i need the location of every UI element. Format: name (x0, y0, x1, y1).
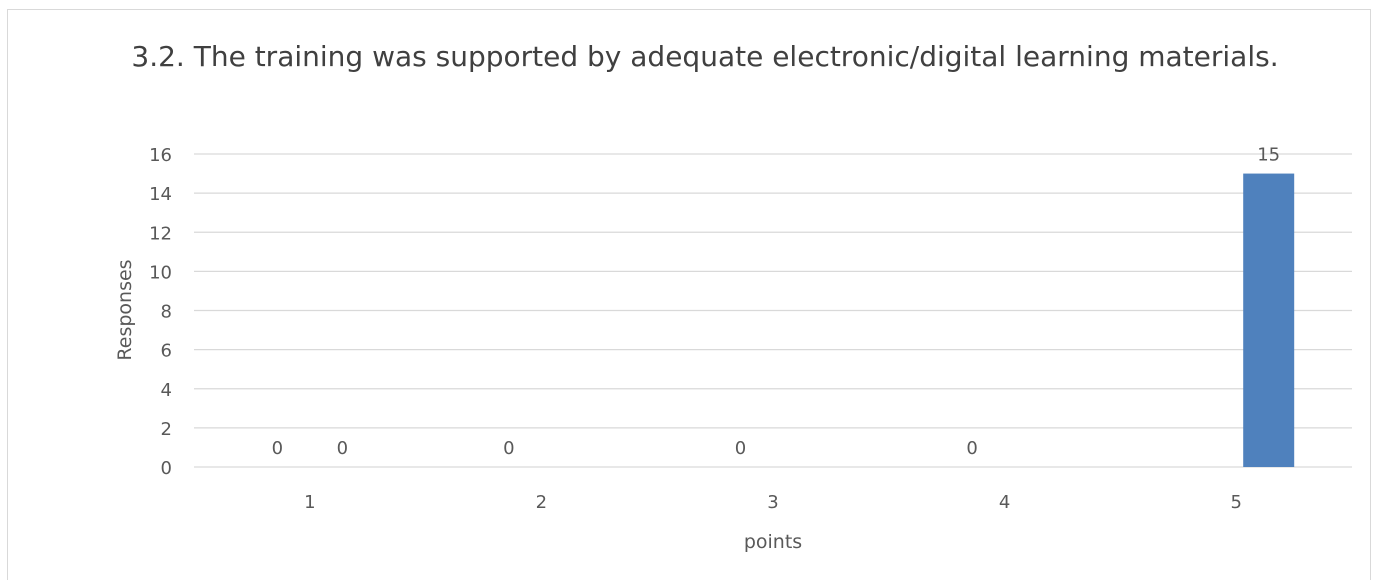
x-tick-label: 5 (1230, 492, 1241, 513)
y-tick-label: 6 (161, 341, 172, 362)
y-tick-label: 4 (161, 380, 172, 401)
data-label: 15 (1257, 145, 1280, 166)
y-tick-label: 2 (161, 419, 172, 440)
y-tick-label: 16 (149, 145, 172, 166)
x-tick-label: 4 (999, 492, 1010, 513)
y-axis-title: Responses (114, 259, 136, 360)
x-axis-title: points (744, 531, 802, 553)
x-tick-label: 2 (536, 492, 547, 513)
chart-title: 3.2. The training was supported by adequ… (131, 40, 1279, 73)
chart-area (7, 9, 1371, 580)
y-tick-label: 0 (161, 458, 172, 479)
gridlines (194, 153, 1352, 468)
y-axis-ticks: 0 2 4 6 8 10 12 14 16 (149, 145, 172, 479)
x-tick-label: 1 (304, 492, 315, 513)
y-tick-label: 14 (149, 184, 172, 205)
data-label: 0 (503, 438, 514, 459)
bar (1243, 173, 1295, 467)
data-label: 0 (272, 438, 283, 459)
x-tick-label: 3 (767, 492, 778, 513)
data-labels: 0 0 0 0 0 15 (272, 145, 1281, 459)
data-label: 0 (337, 438, 348, 459)
bars (1243, 173, 1295, 467)
y-tick-label: 12 (149, 223, 172, 244)
data-label: 0 (735, 438, 746, 459)
x-axis-ticks: 1 2 3 4 5 (304, 492, 1242, 513)
y-tick-label: 10 (149, 262, 172, 283)
y-tick-label: 8 (161, 302, 172, 323)
data-label: 0 (966, 438, 977, 459)
